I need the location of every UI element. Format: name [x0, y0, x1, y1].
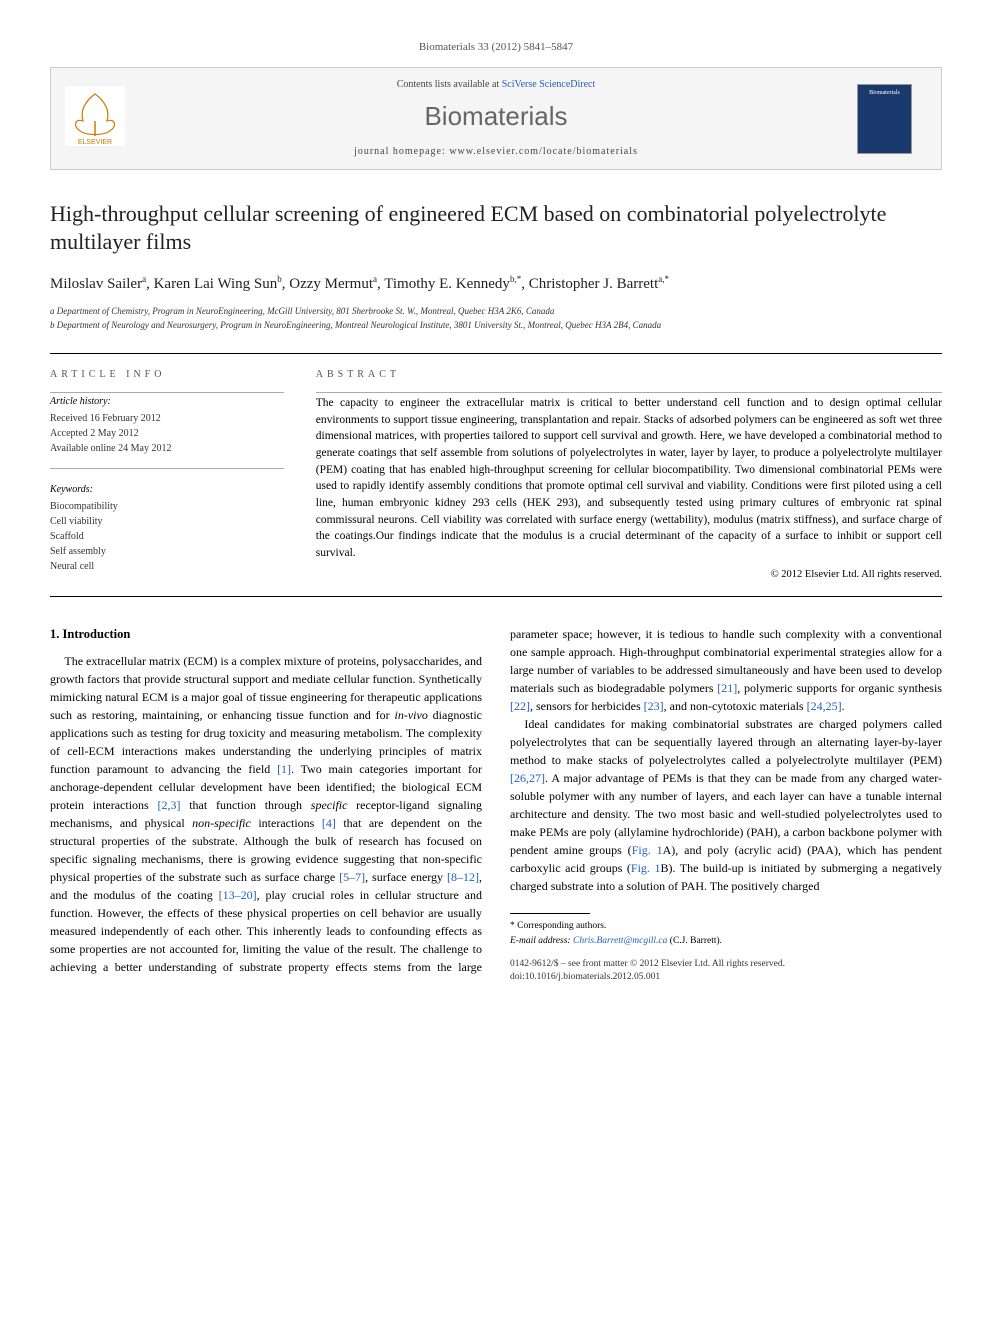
p1-specific: specific [311, 798, 348, 812]
homepage-pre: journal homepage: [354, 146, 449, 157]
front-matter-line: 0142-9612/$ – see front matter © 2012 El… [510, 958, 942, 971]
keyword-4: Neural cell [50, 559, 284, 574]
ref-21[interactable]: [21] [717, 681, 737, 695]
ref-1[interactable]: [1] [277, 762, 291, 776]
fig1a-link[interactable]: Fig. 1 [632, 843, 663, 857]
ref-23[interactable]: [23] [644, 699, 664, 713]
homepage-url[interactable]: www.elsevier.com/locate/biomaterials [449, 146, 638, 157]
email-line: E-mail address: Chris.Barrett@mcgill.ca … [510, 935, 942, 948]
ref-26-27[interactable]: [26,27] [510, 771, 545, 785]
affiliation-a: a Department of Chemistry, Program in Ne… [50, 305, 942, 319]
info-rule [50, 392, 284, 393]
ref-22[interactable]: [22] [510, 699, 530, 713]
copyright-line: © 2012 Elsevier Ltd. All rights reserved… [316, 568, 942, 583]
p2-d: , and non-cytotoxic materials [664, 699, 807, 713]
p1-h: , surface energy [365, 870, 447, 884]
contents-line: Contents lists available at SciVerse Sci… [135, 78, 857, 92]
keyword-3: Self assembly [50, 544, 284, 559]
keyword-2: Scaffold [50, 529, 284, 544]
history-accepted: Accepted 2 May 2012 [50, 426, 284, 441]
doi-block: 0142-9612/$ – see front matter © 2012 El… [510, 958, 942, 985]
author-list: Miloslav Sailera, Karen Lai Wing Sunb, O… [50, 273, 942, 295]
intro-heading: 1. Introduction [50, 625, 482, 644]
journal-banner: ELSEVIER Contents lists available at Sci… [50, 67, 942, 169]
p2-e: . [842, 699, 845, 713]
footnote-separator [510, 913, 590, 914]
homepage-line: journal homepage: www.elsevier.com/locat… [135, 145, 857, 159]
keyword-0: Biocompatibility [50, 499, 284, 514]
banner-center: Contents lists available at SciVerse Sci… [135, 78, 857, 158]
email-who: (C.J. Barrett). [667, 936, 722, 946]
article-info-label: ARTICLE INFO [50, 368, 284, 382]
elsevier-tree-icon: ELSEVIER [65, 86, 125, 146]
keyword-1: Cell viability [50, 514, 284, 529]
history-label: Article history: [50, 395, 284, 409]
body-columns: 1. Introduction The extracellular matrix… [50, 625, 942, 984]
affiliations: a Department of Chemistry, Program in Ne… [50, 305, 942, 333]
article-title: High-throughput cellular screening of en… [50, 200, 942, 257]
abstract-text: The capacity to engineer the extracellul… [316, 395, 942, 562]
fig1b-link[interactable]: Fig. 1 [631, 861, 661, 875]
abstract-col: ABSTRACT The capacity to engineer the ex… [300, 354, 942, 596]
abstract-label: ABSTRACT [316, 368, 942, 382]
p2-b: , polymeric supports for organic synthes… [737, 681, 942, 695]
keywords-label: Keywords: [50, 483, 284, 497]
email-label: E-mail address: [510, 936, 573, 946]
publisher-logo-slot: ELSEVIER [65, 86, 135, 151]
journal-cover-label: Biomaterials [869, 89, 900, 97]
svg-text:ELSEVIER: ELSEVIER [78, 139, 112, 146]
ref-8-12[interactable]: [8–12] [447, 870, 479, 884]
p2-c: , sensors for herbicides [530, 699, 644, 713]
p1-d: that function through [180, 798, 310, 812]
p1-f: interactions [251, 816, 322, 830]
journal-banner-title: Biomaterials [135, 98, 857, 134]
meta-abstract-row: ARTICLE INFO Article history: Received 1… [50, 353, 942, 597]
page-header-meta: Biomaterials 33 (2012) 5841–5847 [50, 40, 942, 55]
ref-24-25[interactable]: [24,25] [807, 699, 842, 713]
p1-nonspec: non-specific [192, 816, 251, 830]
contents-text: Contents lists available at [397, 79, 502, 90]
ref-5-7[interactable]: [5–7] [339, 870, 365, 884]
article-info-col: ARTICLE INFO Article history: Received 1… [50, 354, 300, 596]
ref-4[interactable]: [4] [322, 816, 336, 830]
history-received: Received 16 February 2012 [50, 411, 284, 426]
journal-cover-icon: Biomaterials [857, 84, 912, 154]
corr-author-note: * Corresponding authors. [510, 920, 942, 933]
p1-invivo: in-vivo [395, 708, 428, 722]
scidirect-link[interactable]: SciVerse ScienceDirect [502, 79, 596, 90]
history-online: Available online 24 May 2012 [50, 441, 284, 456]
ref-13-20[interactable]: [13–20] [219, 888, 257, 902]
doi-line: doi:10.1016/j.biomaterials.2012.05.001 [510, 971, 942, 984]
journal-cover-slot: Biomaterials [857, 84, 927, 154]
ref-2-3[interactable]: [2,3] [157, 798, 180, 812]
affiliation-b: b Department of Neurology and Neurosurge… [50, 319, 942, 333]
email-address[interactable]: Chris.Barrett@mcgill.ca [573, 936, 667, 946]
footnotes: * Corresponding authors. E-mail address:… [510, 920, 942, 948]
abstract-rule [316, 392, 942, 393]
p3-a: Ideal candidates for making combinatoria… [510, 717, 942, 767]
intro-para-3: Ideal candidates for making combinatoria… [510, 715, 942, 895]
kw-rule [50, 468, 284, 469]
